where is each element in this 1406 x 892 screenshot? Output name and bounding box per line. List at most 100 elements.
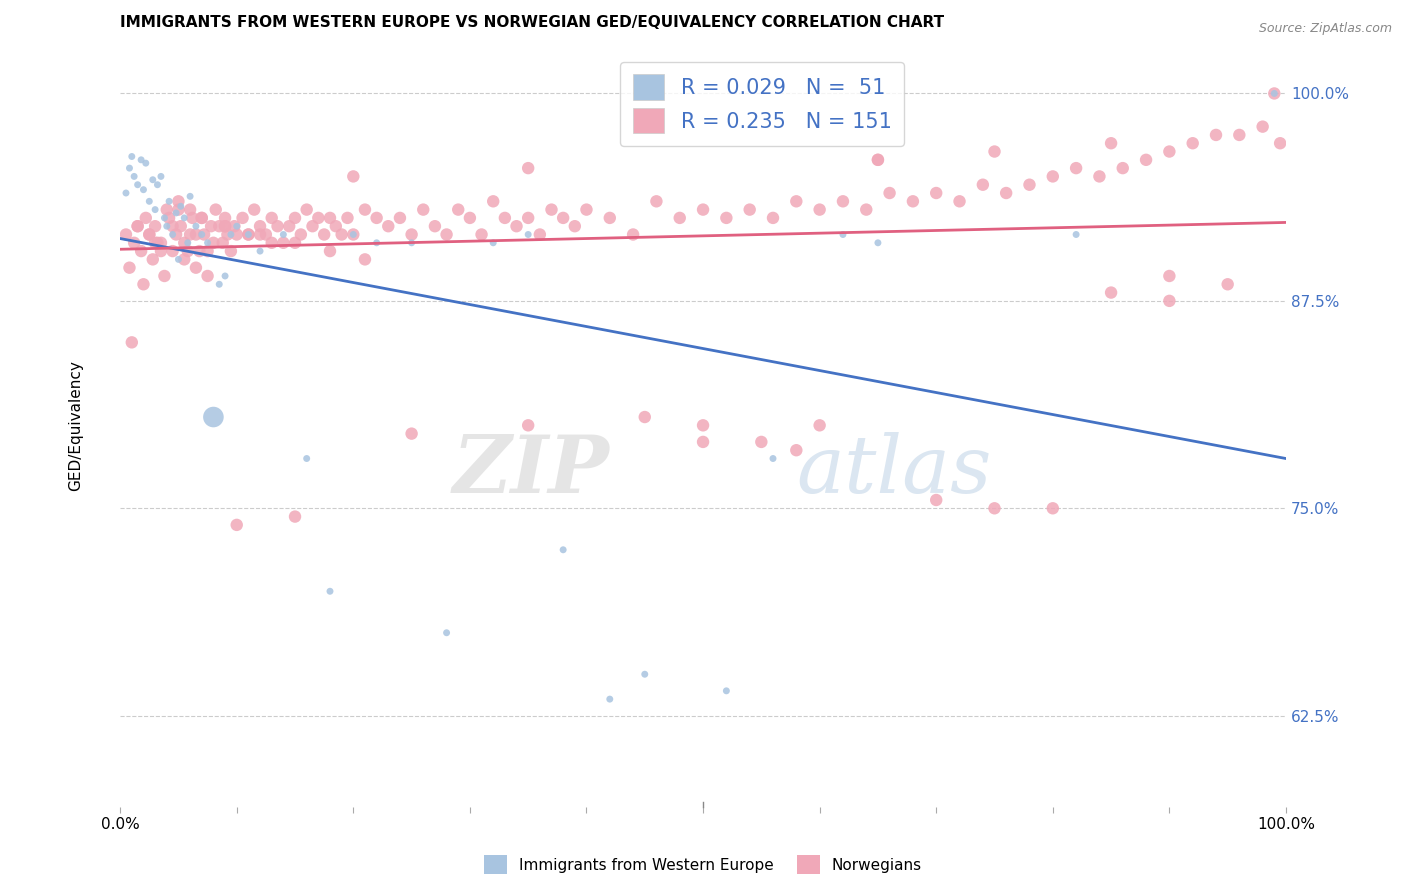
Point: [184, 227, 207, 242]
Point: [173, 235, 195, 250]
Point: [366, 235, 388, 250]
Point: [179, 189, 201, 203]
Point: [972, 178, 994, 192]
Point: [146, 178, 169, 192]
Point: [645, 194, 668, 209]
Point: [879, 186, 901, 200]
Point: [225, 219, 247, 234]
Point: [983, 145, 1005, 159]
Point: [266, 219, 288, 234]
Point: [866, 235, 889, 250]
Point: [832, 227, 855, 242]
Point: [284, 211, 307, 225]
Point: [121, 335, 143, 350]
Point: [1159, 145, 1181, 159]
Point: [692, 434, 714, 449]
Point: [925, 493, 948, 508]
Point: [1112, 161, 1135, 175]
Point: [200, 219, 222, 234]
Point: [115, 227, 138, 242]
Point: [249, 227, 271, 242]
Point: [273, 227, 295, 242]
Point: [295, 451, 318, 466]
Point: [983, 501, 1005, 516]
Point: [354, 252, 377, 267]
Point: [167, 202, 190, 217]
Point: [214, 219, 236, 234]
Point: [153, 211, 176, 225]
Point: [284, 509, 307, 524]
Point: [1159, 268, 1181, 283]
Point: [204, 202, 226, 217]
Point: [494, 211, 516, 225]
Point: [307, 211, 329, 225]
Point: [190, 211, 212, 225]
Point: [458, 211, 481, 225]
Text: Source: ZipAtlas.com: Source: ZipAtlas.com: [1258, 22, 1392, 36]
Point: [517, 418, 540, 433]
Point: [197, 268, 219, 283]
Point: [232, 211, 254, 225]
Point: [278, 219, 301, 234]
Point: [505, 219, 527, 234]
Point: [214, 268, 236, 283]
Point: [692, 202, 714, 217]
Point: [167, 194, 190, 209]
Point: [749, 434, 772, 449]
Point: [149, 235, 172, 250]
Point: [122, 235, 145, 250]
Point: [1042, 169, 1064, 184]
Point: [146, 235, 169, 250]
Text: ZIP: ZIP: [453, 433, 610, 510]
Point: [118, 161, 141, 175]
Point: [325, 219, 347, 234]
Point: [377, 219, 399, 234]
Point: [249, 244, 271, 258]
Point: [1216, 277, 1239, 292]
Point: [295, 202, 318, 217]
Point: [132, 277, 155, 292]
Point: [354, 202, 377, 217]
Point: [224, 219, 246, 234]
Point: [135, 156, 157, 170]
Point: [1263, 87, 1285, 101]
Point: [366, 211, 388, 225]
Point: [436, 625, 458, 640]
Point: [517, 227, 540, 242]
Point: [336, 211, 359, 225]
Point: [738, 202, 761, 217]
Point: [127, 219, 149, 234]
Point: [716, 211, 738, 225]
Point: [634, 667, 657, 681]
Point: [211, 235, 233, 250]
Point: [260, 211, 283, 225]
Point: [219, 244, 242, 258]
Point: [517, 211, 540, 225]
Point: [866, 153, 889, 167]
Point: [529, 227, 551, 242]
Point: [716, 683, 738, 698]
Point: [149, 244, 172, 258]
Point: [314, 227, 336, 242]
Point: [925, 186, 948, 200]
Point: [208, 277, 231, 292]
Point: [173, 252, 195, 267]
Point: [170, 199, 193, 213]
Point: [162, 227, 184, 242]
Point: [330, 227, 353, 242]
Point: [808, 202, 831, 217]
Point: [217, 227, 239, 242]
Point: [127, 178, 149, 192]
Point: [238, 227, 260, 242]
Point: [1181, 136, 1204, 151]
Point: [179, 202, 201, 217]
Point: [866, 153, 889, 167]
Point: [273, 235, 295, 250]
Point: [319, 584, 342, 599]
Point: [254, 227, 277, 242]
Point: [135, 211, 157, 225]
Point: [948, 194, 970, 209]
Point: [412, 202, 434, 217]
Point: [157, 194, 180, 209]
Point: [118, 260, 141, 275]
